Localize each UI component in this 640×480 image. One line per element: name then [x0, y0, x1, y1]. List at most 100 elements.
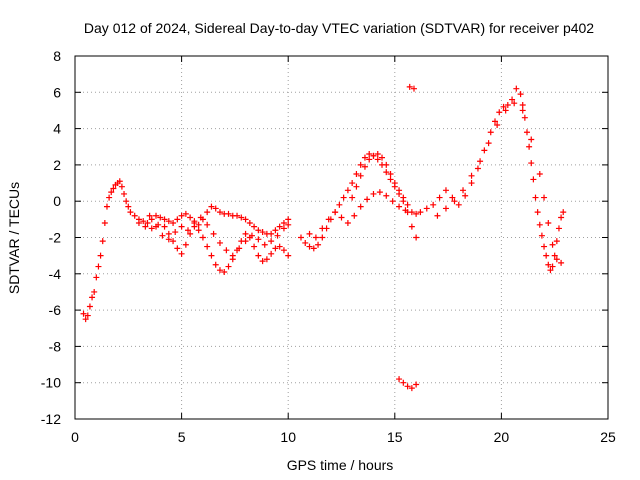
data-point: [496, 109, 503, 116]
data-point: [408, 209, 415, 216]
data-point: [172, 229, 179, 236]
data-point: [110, 185, 117, 192]
data-point: [236, 245, 243, 252]
data-point: [165, 218, 172, 225]
data-point: [116, 178, 123, 185]
data-point: [391, 180, 398, 187]
data-point: [396, 187, 403, 194]
data-point: [502, 107, 509, 114]
data-point: [276, 243, 283, 250]
data-point: [259, 258, 266, 265]
y-tick-label: 0: [53, 193, 61, 209]
data-point: [238, 214, 245, 221]
data-point: [223, 247, 230, 254]
x-tick-label: 5: [178, 429, 186, 445]
data-point: [325, 216, 332, 223]
data-point: [272, 245, 279, 252]
data-point: [123, 198, 130, 205]
data-point: [349, 194, 356, 201]
grid-lines: [75, 56, 608, 419]
data-point: [99, 238, 106, 245]
data-point: [225, 210, 232, 217]
data-point: [191, 219, 198, 226]
data-point: [357, 172, 364, 179]
data-point: [127, 209, 134, 216]
data-point: [389, 198, 396, 205]
data-point: [410, 85, 417, 92]
y-axis-label: SDTVAR / TECUs: [6, 182, 22, 294]
y-tick-label: 8: [53, 48, 61, 64]
data-point: [485, 140, 492, 147]
data-point: [396, 376, 403, 383]
data-point: [336, 201, 343, 208]
data-point: [199, 234, 206, 241]
y-tick-label: -4: [49, 266, 62, 282]
data-point: [216, 267, 223, 274]
data-point: [144, 219, 151, 226]
y-tick-label: 6: [53, 84, 61, 100]
data-point: [118, 183, 125, 190]
data-point: [140, 218, 147, 225]
data-point: [285, 252, 292, 259]
data-point: [558, 259, 565, 266]
data-point: [103, 203, 110, 210]
data-point: [178, 212, 185, 219]
data-point: [555, 225, 562, 232]
data-point: [135, 219, 142, 226]
data-point: [534, 209, 541, 216]
data-point: [148, 216, 155, 223]
data-point: [468, 180, 475, 187]
data-point: [153, 223, 160, 230]
data-point: [165, 230, 172, 237]
data-point: [195, 221, 202, 228]
data-point: [423, 205, 430, 212]
x-tick-label: 0: [71, 429, 79, 445]
data-point: [212, 261, 219, 268]
data-point: [285, 221, 292, 228]
data-point: [504, 102, 511, 109]
data-point: [344, 219, 351, 226]
data-point: [195, 227, 202, 234]
data-point: [86, 303, 93, 310]
data-point: [481, 147, 488, 154]
axis-ticks: 0 5 10 15 20 25 -12 -10 -8 -6 -4 -2 0 2 4 6 8: [41, 48, 616, 445]
data-point: [417, 209, 424, 216]
data-point: [396, 203, 403, 210]
data-point: [532, 194, 539, 201]
data-point: [242, 230, 249, 237]
data-point: [370, 190, 377, 197]
data-point: [451, 198, 458, 205]
data-point: [204, 209, 211, 216]
y-tick-label: 2: [53, 157, 61, 173]
data-point: [406, 83, 413, 90]
data-point: [332, 209, 339, 216]
plot-frame: [74, 55, 609, 420]
data-point: [543, 252, 550, 259]
data-point: [242, 216, 249, 223]
data-point: [84, 312, 91, 319]
data-point: [216, 239, 223, 246]
data-point: [351, 212, 358, 219]
data-point: [274, 232, 281, 239]
data-point: [528, 136, 535, 143]
data-point: [526, 143, 533, 150]
data-point: [436, 194, 443, 201]
data-point: [161, 223, 168, 230]
data-point: [170, 238, 177, 245]
chart-title: Day 012 of 2024, Sidereal Day-to-day VTE…: [84, 20, 594, 36]
data-point: [523, 129, 530, 136]
data-point: [338, 214, 345, 221]
data-point: [125, 203, 132, 210]
data-point: [413, 210, 420, 217]
data-point: [541, 243, 548, 250]
data-points: [80, 83, 567, 392]
data-point: [255, 227, 262, 234]
x-axis-label: GPS time / hours: [287, 457, 394, 473]
data-point: [272, 227, 279, 234]
data-point: [361, 154, 368, 161]
data-point: [121, 190, 128, 197]
data-point: [268, 238, 275, 245]
data-point: [208, 203, 215, 210]
data-point: [349, 180, 356, 187]
data-point: [174, 216, 181, 223]
